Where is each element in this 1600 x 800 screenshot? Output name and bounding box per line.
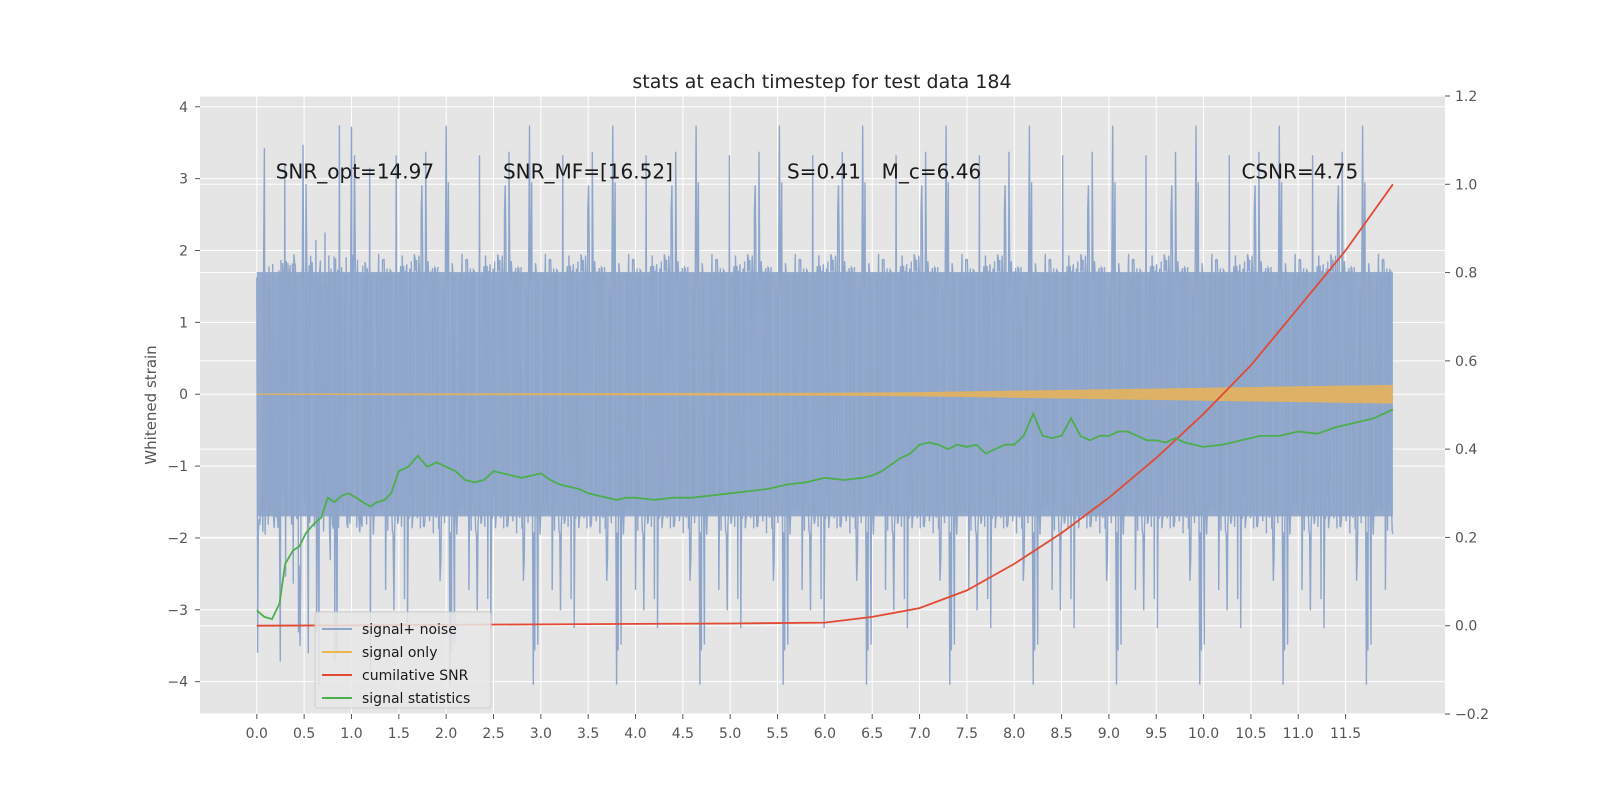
x-tick-label: 0.5 <box>293 726 315 742</box>
y2-tick-label: 0.6 <box>1455 354 1477 370</box>
y-tick-label: −3 <box>167 603 188 619</box>
y-tick-label: 3 <box>179 172 188 188</box>
legend-label: cumilative SNR <box>362 668 469 684</box>
x-tick-label: 8.0 <box>1003 726 1025 742</box>
noise-trace <box>256 125 1394 685</box>
x-tick-label: 11.5 <box>1330 726 1361 742</box>
y-tick-label: 4 <box>179 100 188 116</box>
series-signal-statistics-line <box>256 408 1394 621</box>
x-tick-label: 3.5 <box>577 726 599 742</box>
x-tick-label: 0.0 <box>246 726 268 742</box>
annotation-text: S=0.41 <box>787 160 861 184</box>
y2-tick-label: 0.8 <box>1455 266 1477 282</box>
chart-title: stats at each timestep for test data 184 <box>632 71 1011 93</box>
y2-tick-label: 0.2 <box>1455 530 1477 546</box>
annotations: SNR_opt=14.97 SNR_MF=[16.52] S=0.41 M_c=6.4… <box>276 160 1359 184</box>
y-tick-label: −1 <box>167 459 188 475</box>
x-tick-label: 6.0 <box>814 726 836 742</box>
y-tick-label: −2 <box>167 531 188 547</box>
annotation-text: SNR_MF=[16.52] <box>503 160 673 184</box>
x-tick-label: 9.5 <box>1145 726 1167 742</box>
annotation-text: M_c=6.46 <box>882 160 982 184</box>
series-lines <box>256 183 1394 627</box>
x-tick-label: 10.5 <box>1235 726 1266 742</box>
x-tick-label: 11.0 <box>1283 726 1314 742</box>
x-tick-label: 8.5 <box>1050 726 1072 742</box>
x-tick-label: 5.5 <box>766 726 788 742</box>
legend-box <box>314 611 492 709</box>
y2-tick-label: 0.0 <box>1455 619 1477 635</box>
y2-tick-label: 0.4 <box>1455 442 1477 458</box>
y-tick-label: 0 <box>179 387 188 403</box>
y-tick-label: −4 <box>167 675 188 691</box>
x-tick-label: 1.5 <box>388 726 410 742</box>
y2-tick-label: 1.2 <box>1455 89 1477 105</box>
legend-label: signal statistics <box>362 691 470 707</box>
x-tick-label: 1.0 <box>340 726 362 742</box>
y-tick-label: 1 <box>179 315 188 331</box>
x-tick-label: 10.0 <box>1188 726 1219 742</box>
x-tick-label: 4.5 <box>672 726 694 742</box>
y-tick-label: 2 <box>179 244 188 260</box>
x-tick-label: 7.0 <box>908 726 930 742</box>
x-tick-label: 5.0 <box>719 726 741 742</box>
x-tick-label: 6.5 <box>861 726 883 742</box>
signal-envelope <box>256 384 1393 404</box>
legend: signal+ noise signal only cumilative SNR si… <box>314 611 492 709</box>
x-tick-label: 3.0 <box>530 726 552 742</box>
x-tick-label: 4.0 <box>624 726 646 742</box>
legend-label: signal+ noise <box>362 622 457 638</box>
x-tick-label: 9.0 <box>1098 726 1120 742</box>
y2-tick-label: 1.0 <box>1455 177 1477 193</box>
annotation-text: SNR_opt=14.97 <box>276 160 434 184</box>
annotation-text: CSNR=4.75 <box>1241 160 1358 184</box>
series-signal-only <box>256 384 1393 404</box>
x-tick-label: 2.5 <box>482 726 504 742</box>
series-cumulative-snr-line <box>256 183 1394 627</box>
legend-label: signal only <box>362 645 437 661</box>
x-tick-label: 7.5 <box>956 726 978 742</box>
x-tick-label: 2.0 <box>435 726 457 742</box>
y-axis-label: Whitened strain <box>142 345 160 464</box>
y2-tick-label: −0.2 <box>1455 707 1489 723</box>
axes: 0.0 0.5 1.0 1.5 2.0 2.5 3.0 3.5 4.0 4.5 5.0 5.5 6.0 6… <box>167 89 1489 742</box>
